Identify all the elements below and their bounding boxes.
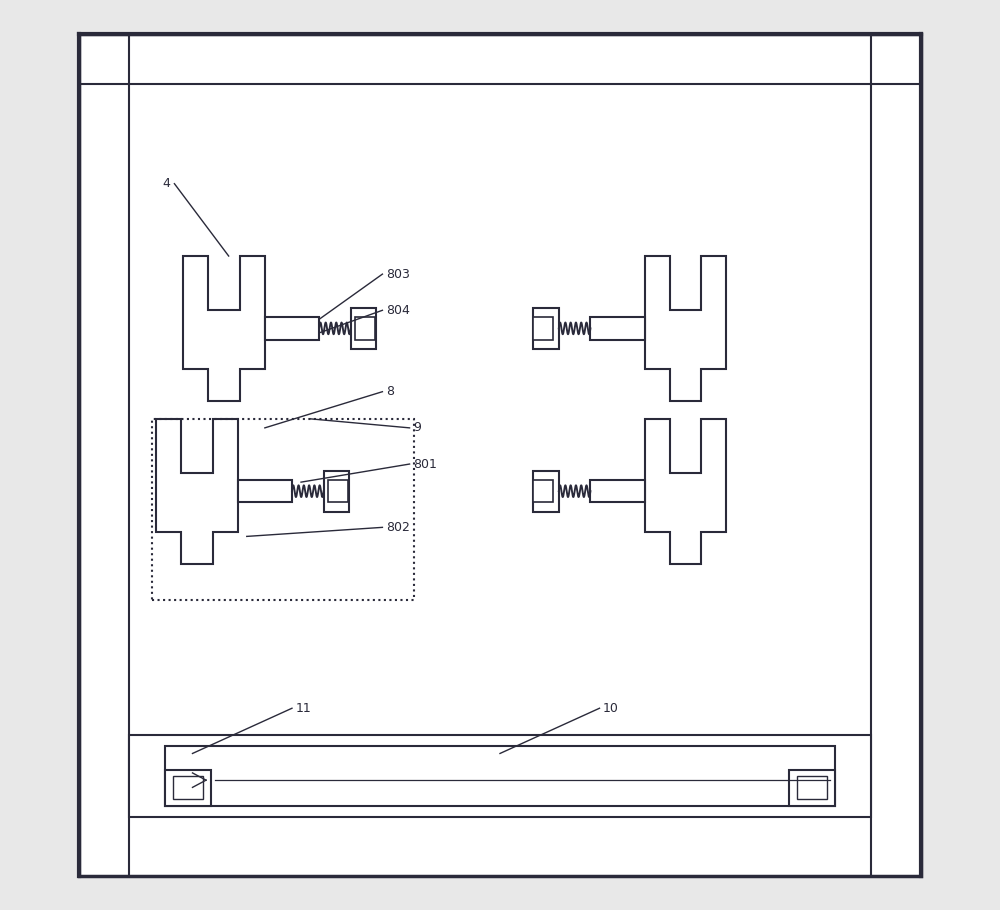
Bar — [152, 419, 414, 600]
Bar — [355, 317, 375, 339]
Bar — [165, 746, 835, 806]
Polygon shape — [156, 419, 238, 563]
Text: 803: 803 — [386, 268, 410, 280]
Text: 802: 802 — [386, 521, 410, 534]
Text: 10: 10 — [603, 702, 619, 714]
Bar — [789, 770, 835, 806]
Bar — [328, 480, 348, 502]
Polygon shape — [183, 256, 265, 400]
Text: 801: 801 — [413, 458, 437, 470]
Text: 4: 4 — [162, 177, 170, 190]
Bar — [797, 776, 827, 799]
Bar — [533, 308, 559, 349]
Text: 11: 11 — [296, 702, 311, 714]
Polygon shape — [645, 256, 726, 400]
Text: 804: 804 — [386, 304, 410, 317]
Text: 8: 8 — [386, 385, 394, 399]
Bar — [351, 308, 376, 349]
Bar — [590, 317, 645, 339]
Bar — [265, 317, 319, 339]
Bar — [533, 317, 553, 339]
Polygon shape — [645, 419, 726, 563]
Bar — [324, 470, 349, 511]
Bar — [590, 480, 645, 502]
Bar — [533, 470, 559, 511]
Bar — [533, 480, 553, 502]
Bar — [238, 480, 292, 502]
Bar — [173, 776, 203, 799]
Bar — [165, 770, 211, 806]
Bar — [129, 735, 871, 817]
Text: 9: 9 — [413, 421, 421, 434]
